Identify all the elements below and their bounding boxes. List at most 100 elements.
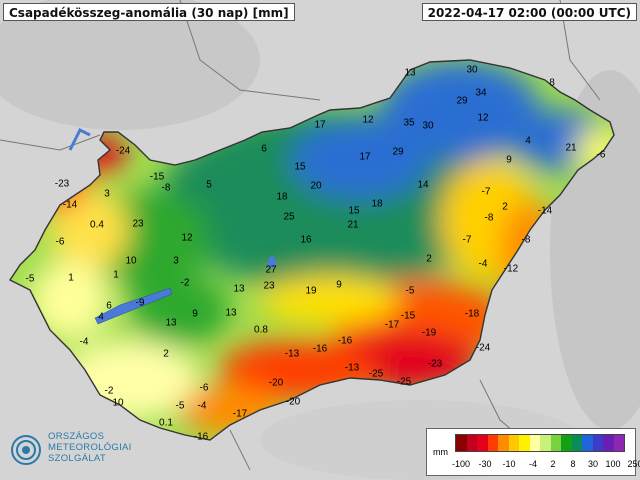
station-value: 21 xyxy=(565,142,577,154)
legend-swatch xyxy=(498,435,509,451)
station-value: 13 xyxy=(404,67,416,79)
legend-tick-label: -100 xyxy=(451,459,471,469)
station-value: 9 xyxy=(192,308,198,320)
station-value: -16 xyxy=(193,431,209,443)
station-value: 0.4 xyxy=(90,219,104,231)
legend-tick-label: -30 xyxy=(478,459,492,469)
station-value: -15 xyxy=(149,171,165,183)
station-value: 12 xyxy=(362,114,374,126)
station-value: -7 xyxy=(462,234,472,246)
station-value: -15 xyxy=(400,310,416,322)
legend-swatch xyxy=(561,435,572,451)
station-value: -20 xyxy=(285,396,301,408)
station-value: -17 xyxy=(232,408,248,420)
station-value: -2 xyxy=(180,277,190,289)
station-value: -23 xyxy=(54,178,70,190)
legend-swatch xyxy=(456,435,467,451)
station-value: 13 xyxy=(233,283,245,295)
legend-tick-label: 30 xyxy=(587,459,599,469)
legend-unit: mm xyxy=(433,447,448,457)
station-value: -5 xyxy=(175,400,185,412)
station-value: 20 xyxy=(310,180,322,192)
station-value: 2 xyxy=(426,253,432,265)
station-value: -9 xyxy=(135,297,145,309)
station-value: -6 xyxy=(199,382,209,394)
station-value: 14 xyxy=(417,179,429,191)
legend-swatch xyxy=(540,435,551,451)
legend-color-bar xyxy=(455,434,625,452)
station-value: 34 xyxy=(475,87,487,99)
station-value: -8 xyxy=(484,212,494,224)
legend-ticks: -100 -30 -10 -4 2 8 30 100 250 xyxy=(451,459,640,471)
station-value: 18 xyxy=(371,198,383,210)
legend-tick-label: 100 xyxy=(605,459,621,469)
legend-swatch xyxy=(519,435,530,451)
station-value: -17 xyxy=(384,319,400,331)
legend-swatch xyxy=(550,435,561,451)
station-value: 17 xyxy=(359,151,371,163)
station-value: -7 xyxy=(481,186,491,198)
omsz-logo-text: ORSZÁGOS METEOROLÓGIAI SZOLGÁLAT xyxy=(48,431,132,464)
station-value: 3 xyxy=(173,255,179,267)
legend-swatch xyxy=(477,435,488,451)
legend-tick-label: 2 xyxy=(550,459,556,469)
station-value: 27 xyxy=(265,264,277,276)
station-value: -6 xyxy=(596,149,606,161)
station-value: -14 xyxy=(62,199,78,211)
map-timestamp: 2022-04-17 02:00 (00:00 UTC) xyxy=(421,3,637,21)
color-legend: mm -100 -30 -10 -4 2 8 30 100 250 xyxy=(426,428,640,476)
station-value: 3 xyxy=(104,188,110,200)
station-value: -20 xyxy=(268,377,284,389)
station-value: -8 xyxy=(161,182,171,194)
omsz-logo: ORSZÁGOS METEOROLÓGIAI SZOLGÁLAT xyxy=(8,430,148,474)
station-value: 12 xyxy=(477,112,489,124)
legend-tick-label: -4 xyxy=(528,459,538,469)
station-value: 9 xyxy=(336,279,342,291)
station-value: -24 xyxy=(475,342,491,354)
legend-swatch xyxy=(529,435,540,451)
station-value: 8 xyxy=(549,77,555,89)
station-value: 30 xyxy=(422,120,434,132)
station-value: -5 xyxy=(25,273,35,285)
legend-swatch xyxy=(508,435,519,451)
station-value: 18 xyxy=(276,191,288,203)
station-value: 4 xyxy=(98,311,104,323)
station-value: -4 xyxy=(79,336,89,348)
station-value: 12 xyxy=(181,232,193,244)
logo-line-2: METEOROLÓGIAI xyxy=(48,442,132,453)
logo-line-1: ORSZÁGOS xyxy=(48,431,105,442)
omsz-logo-icon xyxy=(11,435,41,465)
station-value: 13 xyxy=(225,307,237,319)
station-value: 30 xyxy=(466,64,478,76)
station-value: -6 xyxy=(55,236,65,248)
station-value: 6 xyxy=(261,143,267,155)
station-value: -16 xyxy=(337,335,353,347)
station-value: -19 xyxy=(421,327,437,339)
station-value: 29 xyxy=(392,146,404,158)
station-value: 1 xyxy=(113,269,119,281)
station-value: -16 xyxy=(312,343,328,355)
station-value: -14 xyxy=(537,205,553,217)
station-value: 2 xyxy=(502,201,508,213)
station-value: 23 xyxy=(263,280,275,292)
station-value: 1 xyxy=(68,272,74,284)
station-value: -24 xyxy=(115,145,131,157)
station-value: 6 xyxy=(106,300,112,312)
legend-swatch xyxy=(466,435,477,451)
station-value: 0.1 xyxy=(159,417,173,429)
station-value: -4 xyxy=(197,400,207,412)
station-value: -8 xyxy=(521,234,531,246)
station-value: -23 xyxy=(427,358,443,370)
station-value: 5 xyxy=(206,179,212,191)
station-value: -25 xyxy=(368,368,384,380)
station-value: 9 xyxy=(506,154,512,166)
station-value: 25 xyxy=(283,211,295,223)
station-value: -25 xyxy=(396,376,412,388)
legend-swatch xyxy=(603,435,614,451)
station-value: -13 xyxy=(284,348,300,360)
station-value: -4 xyxy=(478,258,488,270)
station-value: -5 xyxy=(405,285,415,297)
station-value: -13 xyxy=(344,362,360,374)
station-value: 19 xyxy=(305,285,317,297)
